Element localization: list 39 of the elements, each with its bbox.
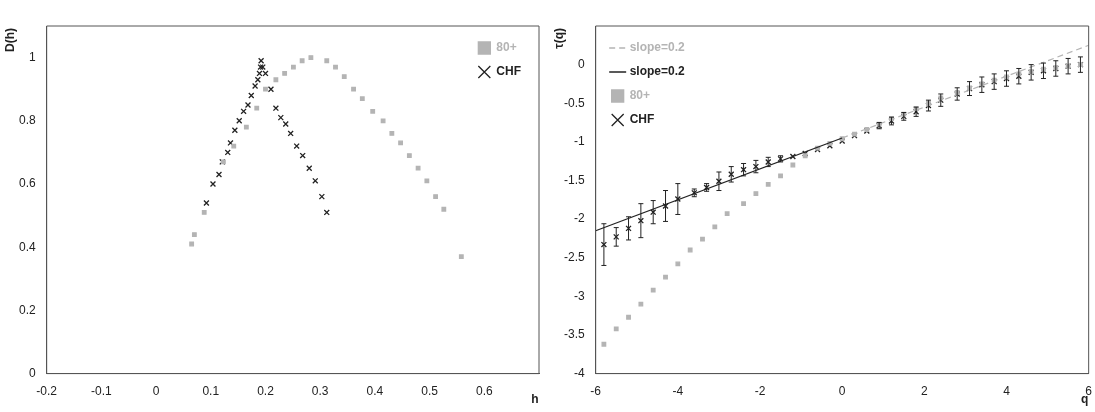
x-tick-label: 2 [920,384,928,399]
y-tick-label: 0 [28,365,36,380]
y-tick-label: 0.8 [18,113,36,128]
x-tick-label: 0.6 [475,384,493,399]
y-tick-label: 0.4 [18,239,36,254]
y-tick-label: -0.5 [563,95,585,110]
x-tick-label: -6 [590,384,602,399]
x-tick-label: 0.5 [421,384,439,399]
y-tick-label: -1.5 [563,172,585,187]
legend-label: CHF [629,112,655,127]
x-tick-label: 0.4 [366,384,384,399]
x-tick-label: -4 [672,384,684,399]
legend-label: slope=0.2 [629,64,686,79]
y-tick-label: -3.5 [563,327,585,342]
x-tick-label: 0 [838,384,846,399]
legend-label: CHF [496,64,522,79]
y-axis-title: τ(q) [551,28,566,49]
y-tick-label: -1 [574,134,585,149]
y-tick-label: 0 [577,56,585,71]
x-tick-label: 0.2 [257,384,275,399]
y-tick-label: 0.6 [18,176,36,191]
x-tick-label: -0.1 [91,384,113,399]
x-tick-label: 0.3 [311,384,329,399]
y-tick-label: -2.5 [563,250,585,265]
x-tick-label: 4 [1003,384,1011,399]
legend-label: 80+ [496,40,517,55]
x-axis-title: h [531,391,539,406]
x-tick-label: -0.2 [36,384,58,399]
y-tick-label: -2 [574,211,585,226]
legend-label: 80+ [629,88,651,103]
x-tick-label: 0 [152,384,160,399]
y-tick-label: -3 [574,288,585,303]
x-tick-label: 0.1 [202,384,220,399]
y-tick-label: -4 [574,365,585,380]
x-tick-label: -2 [754,384,766,399]
legend-label: slope=0.2 [629,40,686,55]
y-tick-label: 1 [28,49,36,64]
y-axis-title: D(h) [2,28,17,52]
y-tick-label: 0.2 [18,302,36,317]
